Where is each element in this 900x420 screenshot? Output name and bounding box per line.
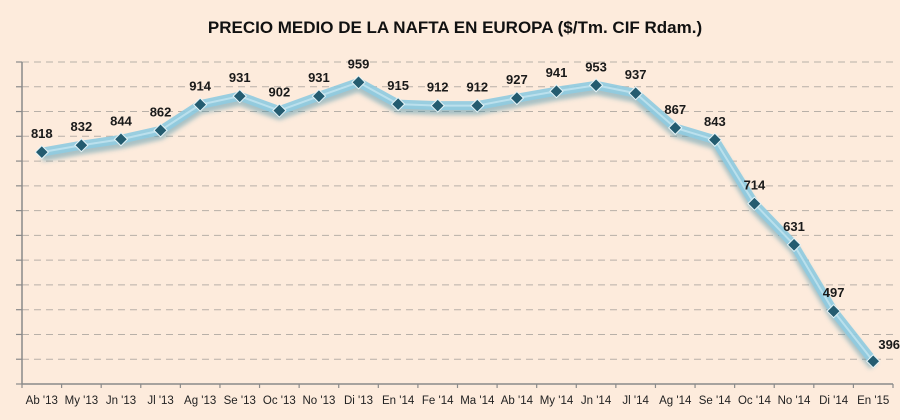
data-point-marker <box>707 132 723 147</box>
data-point-marker <box>865 354 881 369</box>
x-tick-label: Jl '14 <box>622 395 649 407</box>
series-line-highlight <box>41 81 874 362</box>
data-label: 914 <box>189 79 211 94</box>
data-label: 912 <box>466 80 488 95</box>
x-tick-label: Ag '13 <box>184 395 216 407</box>
data-point-marker <box>509 90 525 106</box>
data-point-marker <box>390 96 406 112</box>
chart-title: PRECIO MEDIO DE LA NAFTA EN EUROPA ($/Tm… <box>208 18 702 37</box>
x-tick-label: Di '13 <box>344 395 373 407</box>
x-tick-label: No '14 <box>778 395 811 407</box>
x-tick-label: Ab '14 <box>501 395 534 407</box>
x-tick-label: Di '14 <box>819 395 849 407</box>
series-line <box>41 77 877 370</box>
x-tick-label: My '14 <box>540 395 574 407</box>
data-point-marker <box>74 138 89 153</box>
data-point-marker <box>826 303 841 319</box>
data-point-marker <box>311 88 327 104</box>
data-label: 862 <box>150 104 172 119</box>
x-tick-label: Se '13 <box>224 395 256 407</box>
data-label: 927 <box>506 72 528 87</box>
data-label: 931 <box>229 70 251 85</box>
data-label: 902 <box>268 85 290 100</box>
data-point-marker <box>668 120 683 136</box>
data-point-marker <box>747 196 762 211</box>
data-label: 867 <box>664 102 686 117</box>
data-point-marker <box>628 86 643 101</box>
data-label: 931 <box>308 70 330 85</box>
data-label: 844 <box>110 113 132 128</box>
data-point-marker <box>113 132 129 147</box>
x-tick-label: Ma '14 <box>460 395 495 407</box>
x-tick-label: En '14 <box>382 395 415 407</box>
data-point-marker <box>588 78 604 93</box>
x-tick-label: My '13 <box>65 395 99 407</box>
x-tick-label: Ab '13 <box>26 395 58 407</box>
data-point-marker <box>272 103 287 118</box>
x-tick-label: Jl '13 <box>147 395 174 407</box>
data-labels: 818 832 844 862 914 931 902 931 959 915 912 912 927 9… <box>31 56 900 352</box>
data-label: 915 <box>387 78 409 93</box>
x-tick-label: En '15 <box>857 395 889 407</box>
data-point-marker <box>549 84 564 99</box>
data-label: 832 <box>71 119 93 134</box>
data-label: 631 <box>783 219 805 234</box>
data-point-marker <box>34 144 50 160</box>
data-point-marker <box>786 237 802 253</box>
x-tick-label: Oc '13 <box>263 395 296 407</box>
data-label: 396 <box>878 337 900 352</box>
data-label: 714 <box>744 178 766 193</box>
data-label: 843 <box>704 114 726 129</box>
axes <box>16 61 894 388</box>
markers <box>34 75 881 369</box>
data-point-marker <box>153 123 168 138</box>
x-tick-label: Se '14 <box>699 395 732 407</box>
x-tick-label: Fe '14 <box>422 395 454 407</box>
data-point-marker <box>192 97 208 112</box>
x-tick-label: Oc '14 <box>738 395 771 407</box>
data-label: 818 <box>31 126 53 141</box>
x-tick-label: Jn '13 <box>106 395 136 407</box>
data-point-marker <box>470 98 485 113</box>
x-tick-label: Ag '14 <box>659 395 692 407</box>
x-tick-label: No '13 <box>302 395 335 407</box>
x-tick-labels: Ab '13 My '13 Jn '13 Jl '13 Ag '13 Se '13 Oc '… <box>26 395 890 407</box>
data-label: 941 <box>546 65 568 80</box>
x-tick-label: Jn '14 <box>581 395 612 407</box>
data-label: 953 <box>585 59 607 74</box>
data-label: 497 <box>823 285 845 300</box>
data-label: 937 <box>625 67 647 82</box>
data-label: 959 <box>348 56 370 71</box>
data-point-marker <box>351 75 366 90</box>
data-point-marker <box>232 88 247 104</box>
data-point-marker <box>430 98 445 113</box>
data-label: 912 <box>427 80 449 95</box>
